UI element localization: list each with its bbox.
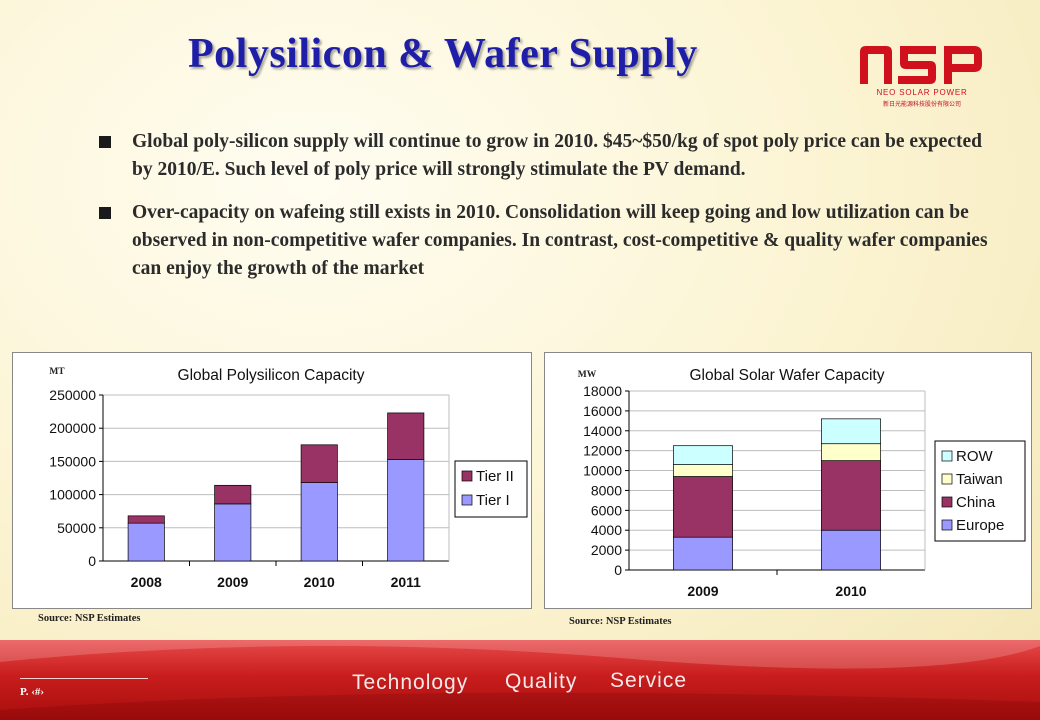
x-tick-label: 2008 xyxy=(131,574,162,590)
x-tick-label: 2009 xyxy=(217,574,248,590)
wafer-chart: MW Global Solar Wafer Capacity 0 2000 4000 60… xyxy=(578,367,1026,599)
legend-swatch xyxy=(941,450,953,462)
legend-swatch xyxy=(461,494,473,506)
bullet-text: Global poly-silicon supply will continue… xyxy=(132,131,982,180)
bar-china xyxy=(821,460,881,531)
bar-row xyxy=(673,445,733,465)
y-tick-label: 4000 xyxy=(591,522,622,538)
bar-europe xyxy=(821,529,881,571)
wafer-source: Source: NSP Estimates xyxy=(569,616,672,627)
footer-tag-quality: Quality xyxy=(505,670,578,693)
y-unit-label: MT xyxy=(49,367,65,377)
y-tick-label: 18000 xyxy=(583,383,622,399)
legend-label: Tier I xyxy=(476,492,510,509)
x-tick-label: 2010 xyxy=(304,574,335,590)
bar-taiwan xyxy=(821,443,881,461)
bar-tier-ii xyxy=(300,444,338,483)
logo-company-name: 新日光能源科技股份有限公司 xyxy=(882,101,961,108)
legend-label: ROW xyxy=(956,448,994,465)
footer-swoosh xyxy=(0,640,1040,720)
x-tick-label: 2011 xyxy=(391,574,422,590)
y-tick-label: 0 xyxy=(88,553,96,569)
bullet-square-icon xyxy=(99,207,111,219)
bar-taiwan xyxy=(673,464,733,477)
bar-tier-ii xyxy=(127,515,165,524)
footer-tag-service: Service xyxy=(610,669,688,692)
bullet-text: Over-capacity on wafeing still exists in… xyxy=(132,202,988,279)
y-tick-label: 200000 xyxy=(49,420,96,436)
y-tick-label: 12000 xyxy=(583,443,622,459)
y-tick-label: 8000 xyxy=(591,482,622,498)
legend-label: Tier II xyxy=(476,468,514,485)
footer-divider xyxy=(20,678,148,679)
nsp-logo: NEO SOLAR POWER 新日光能源科技股份有限公司 xyxy=(856,42,986,110)
chart-legend: ROW Taiwan China Europe xyxy=(934,440,1026,542)
bar-tier-i xyxy=(300,482,338,562)
bullet-item: Over-capacity on wafeing still exists in… xyxy=(96,199,996,283)
bar-tier-i xyxy=(127,522,165,562)
y-tick-label: 14000 xyxy=(583,423,622,439)
footer-bar: P. ‹#› Technology Quality Service xyxy=(0,640,1040,720)
wafer-chart-panel: MW Global Solar Wafer Capacity 0 2000 4000 60… xyxy=(544,352,1032,609)
bar-tier-i xyxy=(214,503,252,562)
polysilicon-chart-panel: MT Global Polysilicon Capacity 0 50000 10000… xyxy=(12,352,532,609)
legend-swatch xyxy=(941,496,953,508)
slide-title: Polysilicon & Wafer Supply xyxy=(188,31,698,77)
chart-title: Global Polysilicon Capacity xyxy=(178,367,365,384)
y-tick-label: 16000 xyxy=(583,403,622,419)
bullet-item: Global poly-silicon supply will continue… xyxy=(96,128,996,184)
bar-tier-ii xyxy=(387,412,425,460)
y-tick-label: 150000 xyxy=(49,453,96,469)
y-tick-label: 10000 xyxy=(583,463,622,479)
legend-label: China xyxy=(956,494,996,511)
bar-europe xyxy=(673,536,733,571)
y-tick-label: 2000 xyxy=(591,542,622,558)
y-tick-label: 50000 xyxy=(57,520,96,536)
page-number: P. ‹#› xyxy=(20,686,45,698)
legend-swatch xyxy=(461,470,473,482)
nsp-logo-mark xyxy=(860,46,982,84)
bullet-square-icon xyxy=(99,136,111,148)
bullet-list: Global poly-silicon supply will continue… xyxy=(96,128,996,298)
bar-tier-i xyxy=(387,459,425,562)
bar-tier-ii xyxy=(214,484,252,505)
footer-tag-technology: Technology xyxy=(352,671,469,694)
polysilicon-source: Source: NSP Estimates xyxy=(38,613,141,624)
legend-label: Europe xyxy=(956,517,1004,534)
chart-legend: Tier II Tier I xyxy=(454,460,528,518)
chart-title: Global Solar Wafer Capacity xyxy=(690,367,885,384)
y-tick-label: 6000 xyxy=(591,502,622,518)
y-unit-label: MW xyxy=(578,370,597,380)
bar-row xyxy=(821,418,881,445)
legend-box xyxy=(454,460,528,518)
legend-label: Taiwan xyxy=(956,471,1003,488)
polysilicon-chart: MT Global Polysilicon Capacity 0 50000 10000… xyxy=(49,367,528,590)
legend-swatch xyxy=(941,473,953,485)
y-tick-label: 250000 xyxy=(49,387,96,403)
logo-brand-text: NEO SOLAR POWER xyxy=(876,88,968,97)
x-tick-label: 2009 xyxy=(687,583,718,599)
y-tick-label: 0 xyxy=(614,562,622,578)
x-tick-label: 2010 xyxy=(835,583,866,599)
legend-swatch xyxy=(941,519,953,531)
bar-china xyxy=(673,476,733,538)
y-tick-label: 100000 xyxy=(49,487,96,503)
